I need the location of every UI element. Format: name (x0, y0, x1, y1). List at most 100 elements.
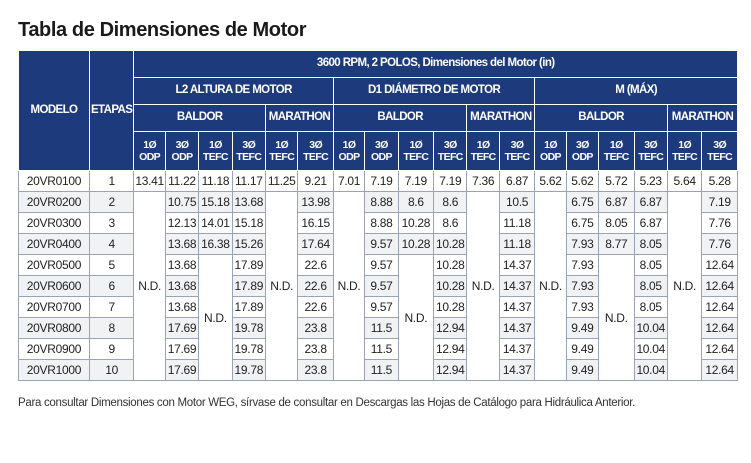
phase-label: 3Ø (375, 139, 388, 151)
stages-cell: 7 (88, 296, 135, 318)
phase-label: 1Ø (409, 139, 423, 151)
model-cell: 20VR1000 (18, 359, 90, 381)
enclosure-label: TEFC (638, 151, 664, 163)
value-cell: 8.6 (433, 191, 468, 213)
header-stages: ETAPAS (88, 50, 135, 171)
table-row: 20VR0600 6 13.68 17.89 22.6 9.57 10.28 14.37 7.9… (18, 275, 738, 297)
value-cell: 14.37 (498, 317, 536, 339)
stages-cell: 5 (88, 254, 135, 276)
header-brand-marathon: MARATHON (466, 104, 536, 132)
model-cell: 20VR0100 (18, 170, 90, 192)
phase-label: 1Ø (544, 139, 557, 151)
model-cell: 20VR0200 (18, 191, 90, 213)
value-cell: 6.75 (565, 191, 600, 213)
value-cell: 8.88 (364, 212, 399, 234)
table-row: 20VR0800 8 17.69 19.78 23.8 11.5 12.94 14.37 9.4… (18, 317, 738, 339)
value-cell: 7.19 (433, 170, 468, 192)
enclosure-label: ODP (540, 151, 562, 163)
table-row: 20VR0900 9 17.69 19.78 23.8 11.5 12.94 14.37 9.4… (18, 338, 738, 360)
header-group-l2: L2 ALTURA DE MOTOR (133, 77, 334, 105)
value-cell: 11.17 (231, 170, 267, 192)
value-cell: 11.5 (364, 338, 399, 360)
phase-label: 3Ø (443, 139, 457, 151)
value-cell: 14.37 (498, 296, 536, 318)
model-cell: 20VR0800 (18, 317, 90, 339)
header-top: 3600 RPM, 2 POLOS, Dimensiones del Motor… (133, 50, 738, 78)
value-cell: 10.04 (633, 338, 668, 360)
table-row: 20VR0700 7 13.68 17.89 22.6 9.57 10.28 14.37 7.9… (18, 296, 738, 318)
header-brand-baldor: BALDOR (133, 104, 267, 132)
not-available-cell: N.D. (198, 254, 233, 381)
value-cell: 14.01 (198, 212, 233, 234)
footnote: Para consultar Dimensiones con Motor WEG… (18, 397, 635, 409)
value-cell: 5.23 (633, 170, 668, 192)
page-title: Tabla de Dimensiones de Motor (18, 19, 307, 41)
value-cell: 23.8 (297, 338, 334, 360)
value-cell: 10.28 (397, 233, 435, 255)
value-cell: 17.89 (231, 296, 267, 318)
table-body: 20VR0100 1 13.41 11.22 11.18 11.17 11.25 9.21 7.… (18, 170, 738, 381)
value-cell: 7.76 (701, 212, 738, 234)
value-cell: 12.13 (164, 212, 200, 234)
phase-label: 1Ø (678, 139, 692, 151)
value-cell: 13.68 (164, 254, 200, 276)
value-cell: 5.62 (565, 170, 600, 192)
value-cell: 22.6 (297, 296, 334, 318)
value-cell: 10.04 (633, 317, 668, 339)
value-cell: 7.93 (565, 296, 600, 318)
header-column-18: 3Ø TEFC (701, 131, 738, 171)
enclosure-label: TEFC (470, 151, 497, 163)
value-cell: 17.89 (231, 254, 267, 276)
table-header: MODELO ETAPAS 3600 RPM, 2 POLOS, Dimensi… (18, 50, 739, 171)
value-cell: 12.64 (701, 317, 738, 339)
value-cell: 13.68 (231, 191, 267, 213)
header-column-15: 1Ø TEFC (598, 131, 635, 171)
value-cell: 12.64 (701, 359, 738, 381)
value-cell: 22.6 (297, 254, 334, 276)
value-cell: 12.64 (701, 296, 738, 318)
enclosure-label: TEFC (269, 151, 295, 163)
table-row: 20VR0400 4 13.68 16.38 15.26 17.64 9.57 10.28 10… (18, 233, 738, 255)
value-cell: 11.25 (265, 170, 299, 192)
value-cell: 6.87 (633, 212, 668, 234)
phase-label: 1Ø (609, 139, 623, 151)
value-cell: 8.77 (598, 233, 635, 255)
header-brand-baldor: BALDOR (332, 104, 468, 132)
header-column-14: 3Ø ODP (565, 131, 600, 171)
value-cell: 10.5 (498, 191, 536, 213)
stages-cell: 8 (88, 317, 135, 339)
enclosure-label: TEFC (403, 151, 429, 163)
value-cell: 8.05 (633, 254, 668, 276)
enclosure-label: TEFC (437, 151, 464, 163)
value-cell: 12.94 (433, 317, 468, 339)
value-cell: 9.49 (565, 317, 600, 339)
not-available-cell: N.D. (332, 191, 366, 381)
enclosure-label: ODP (338, 151, 361, 163)
phase-label: 1Ø (275, 139, 289, 151)
value-cell: 8.05 (633, 296, 668, 318)
phase-label: 1Ø (476, 139, 490, 151)
value-cell: 7.19 (701, 191, 738, 213)
value-cell: 11.5 (364, 317, 399, 339)
stages-cell: 3 (88, 212, 135, 234)
value-cell: 22.6 (297, 275, 334, 297)
value-cell: 13.41 (133, 170, 166, 192)
table-row: 20VR1000 10 17.69 19.78 23.8 11.5 12.94 14.37 9.… (18, 359, 738, 381)
value-cell: 11.5 (364, 359, 399, 381)
value-cell: 14.37 (498, 359, 536, 381)
enclosure-label: ODP (571, 151, 594, 163)
header-column-3: 1Ø TEFC (198, 131, 233, 171)
value-cell: 10.28 (433, 254, 468, 276)
phase-label: 1Ø (143, 139, 157, 151)
header-column-2: 3Ø ODP (164, 131, 200, 171)
header-group-m: M (MÁX) (534, 77, 738, 105)
not-available-cell: N.D. (265, 191, 299, 381)
value-cell: 9.57 (364, 275, 399, 297)
value-cell: 7.19 (397, 170, 435, 192)
value-cell: 9.57 (364, 233, 399, 255)
value-cell: 6.87 (598, 191, 635, 213)
value-cell: 17.89 (231, 275, 267, 297)
dimensions-table-wrapper: MODELO ETAPAS 3600 RPM, 2 POLOS, Dimensi… (18, 50, 739, 381)
value-cell: 10.04 (633, 359, 668, 381)
value-cell: 9.49 (565, 338, 600, 360)
